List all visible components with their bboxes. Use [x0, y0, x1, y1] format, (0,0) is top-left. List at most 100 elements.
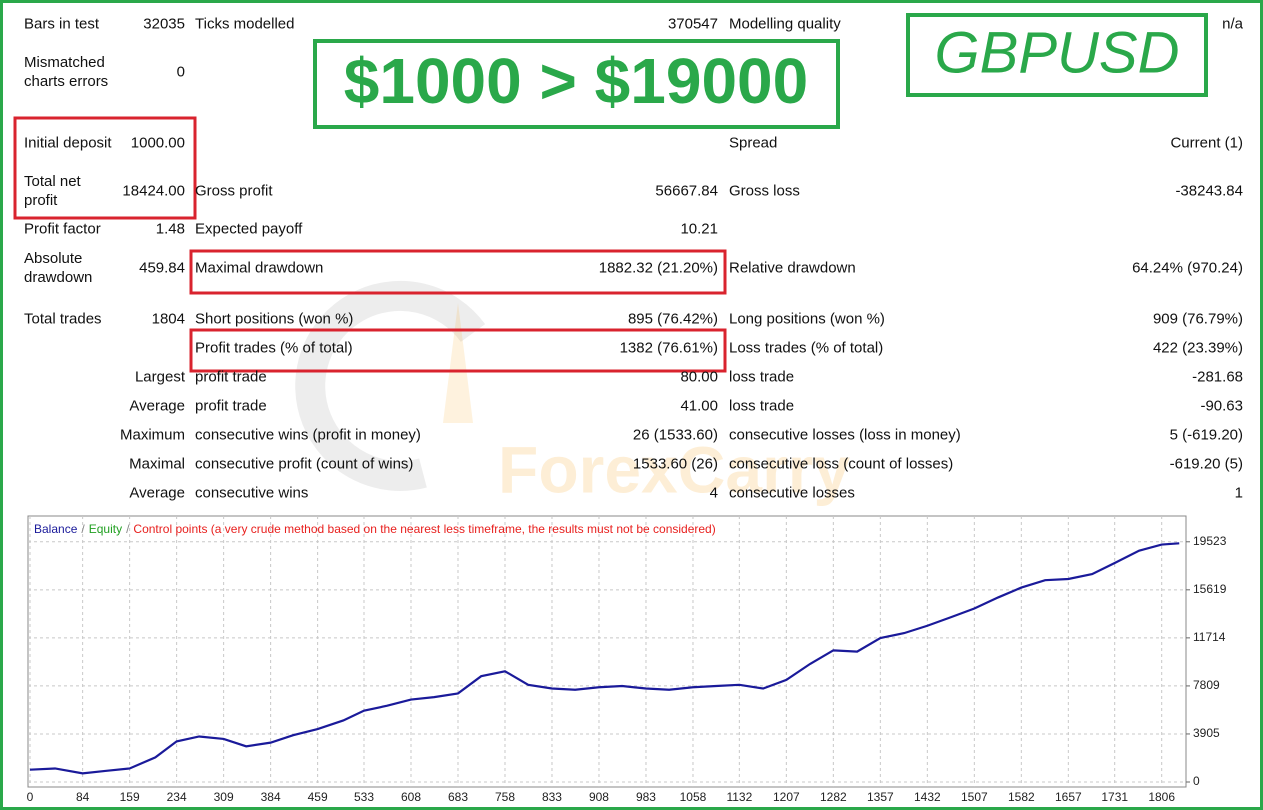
y-tick-label: 15619: [1193, 582, 1227, 596]
symbol-box: [906, 13, 1208, 97]
y-tick-label: 11714: [1193, 630, 1226, 644]
row-label: Bars in test: [24, 15, 100, 33]
row-value: 64.24% (970.24): [1132, 259, 1243, 277]
row-label: Short positions (won %): [195, 310, 354, 328]
row-label: Average: [129, 484, 185, 502]
row-value: 1533.60 (26): [632, 455, 718, 473]
row-value: 1000.00: [130, 134, 185, 152]
y-tick-label: 3905: [1193, 726, 1220, 740]
row-value: 459.84: [139, 259, 185, 277]
row-value: 422 (23.39%): [1152, 339, 1243, 357]
row-label: Initial deposit: [24, 134, 112, 152]
legend-entry: Equity: [89, 522, 122, 536]
row-value: 895 (76.42%): [627, 310, 718, 328]
row-value: -90.63: [1200, 397, 1243, 415]
x-tick-label: 758: [495, 790, 515, 804]
row-label: Ticks modelled: [195, 15, 295, 33]
row-value: 80.00: [680, 368, 718, 386]
legend-separator: /: [126, 522, 130, 536]
highlight-box: [189, 328, 727, 373]
row-label: Gross loss: [729, 182, 800, 200]
row-label: Profit trades (% of total): [195, 339, 353, 357]
row-label: Profit factor: [24, 220, 101, 238]
x-tick-label: 309: [214, 790, 234, 804]
balance-chart: 0 3905 7809 11714 15619 19523 0 84 159 234 309 384 4…: [27, 515, 1227, 804]
balance-line: [29, 542, 1180, 775]
row-label: Mismatched charts errors: [24, 54, 109, 90]
x-tick-label: 1507: [961, 790, 988, 804]
row-label: consecutive loss (count of losses): [729, 455, 954, 473]
highlight-box: [189, 249, 727, 295]
row-label: Maximal drawdown: [195, 259, 324, 277]
row-value: 56667.84: [655, 182, 718, 200]
row-label: consecutive losses (loss in money): [729, 426, 961, 444]
x-tick-label: 908: [589, 790, 609, 804]
row-value: 41.00: [680, 397, 718, 415]
row-label: Modelling quality: [729, 15, 841, 33]
headline-box: [313, 39, 840, 129]
legend: Balance / Equity / Control points (a very cr…: [34, 522, 716, 536]
row-label: profit trade: [195, 368, 267, 386]
row-label: Average: [129, 397, 185, 415]
row-value: 1.48: [155, 220, 185, 238]
watermark: ForexCarry: [498, 432, 850, 506]
watermark-arrow: [443, 303, 473, 423]
plot-frame: [27, 515, 1187, 788]
row-label: Gross profit: [195, 182, 273, 200]
row-label: Relative drawdown: [729, 259, 856, 277]
row-value: 0: [176, 63, 185, 81]
row-value: Current (1): [1170, 134, 1243, 152]
legend-entry: Balance: [34, 522, 78, 536]
legend-entry: Control points (a very crude method base…: [133, 522, 715, 536]
row-value: -38243.84: [1175, 182, 1243, 200]
row-label: consecutive wins (profit in money): [195, 426, 421, 444]
row-label: consecutive losses: [729, 484, 855, 502]
row-value: 909 (76.79%): [1152, 310, 1243, 328]
watermark-logo: [295, 280, 486, 491]
row-label: loss trade: [729, 397, 795, 415]
row-label: Spread: [729, 134, 778, 152]
x-tick-label: 533: [354, 790, 374, 804]
x-tick-label: 0: [27, 790, 34, 804]
row-value: 10.21: [680, 220, 718, 238]
legend-separator: /: [81, 522, 85, 536]
row-label: Long positions (won %): [729, 310, 885, 328]
x-tick-label: 1657: [1055, 790, 1082, 804]
x-tick-label: 683: [448, 790, 468, 804]
row-value: 26 (1533.60): [632, 426, 718, 444]
y-tick-label: 0: [1193, 774, 1200, 788]
row-label: Maximum: [119, 426, 185, 444]
x-tick-label: 159: [120, 790, 140, 804]
row-label: Loss trades (% of total): [729, 339, 884, 357]
x-tick-label: 234: [167, 790, 187, 804]
row-value: 18424.00: [122, 182, 185, 200]
row-value: 1: [1234, 484, 1243, 502]
highlight-box: [13, 116, 197, 220]
row-label: consecutive profit (count of wins): [195, 455, 414, 473]
row-value: 1382 (76.61%): [619, 339, 718, 357]
row-value: 1882.32 (21.20%): [598, 259, 718, 277]
row-value: n/a: [1222, 15, 1243, 33]
x-tick-label: 833: [542, 790, 562, 804]
row-label: Absolute drawdown: [24, 250, 93, 286]
x-tick-label: 1432: [914, 790, 941, 804]
x-tick-label: 1282: [820, 790, 847, 804]
row-label: profit trade: [195, 397, 267, 415]
row-label: loss trade: [729, 368, 795, 386]
row-label: Largest: [134, 368, 185, 386]
headline: $1000 > $19000: [344, 45, 808, 117]
x-tick-label: 1132: [726, 790, 752, 804]
row-value: -281.68: [1192, 368, 1243, 386]
row-label: Total net profit: [24, 173, 81, 209]
y-tick-label: 7809: [1193, 678, 1220, 692]
x-tick-label: 983: [636, 790, 656, 804]
x-tick-label: 1806: [1148, 790, 1175, 804]
y-tick-label: 19523: [1193, 534, 1227, 548]
row-value: 5 (-619.20): [1169, 426, 1243, 444]
row-value: 4: [709, 484, 718, 502]
symbol: GBPUSD: [935, 20, 1180, 85]
x-tick-label: 1582: [1008, 790, 1035, 804]
row-value: 370547: [667, 15, 718, 33]
row-label: Total trades: [24, 310, 102, 328]
row-label: consecutive wins: [195, 484, 309, 502]
